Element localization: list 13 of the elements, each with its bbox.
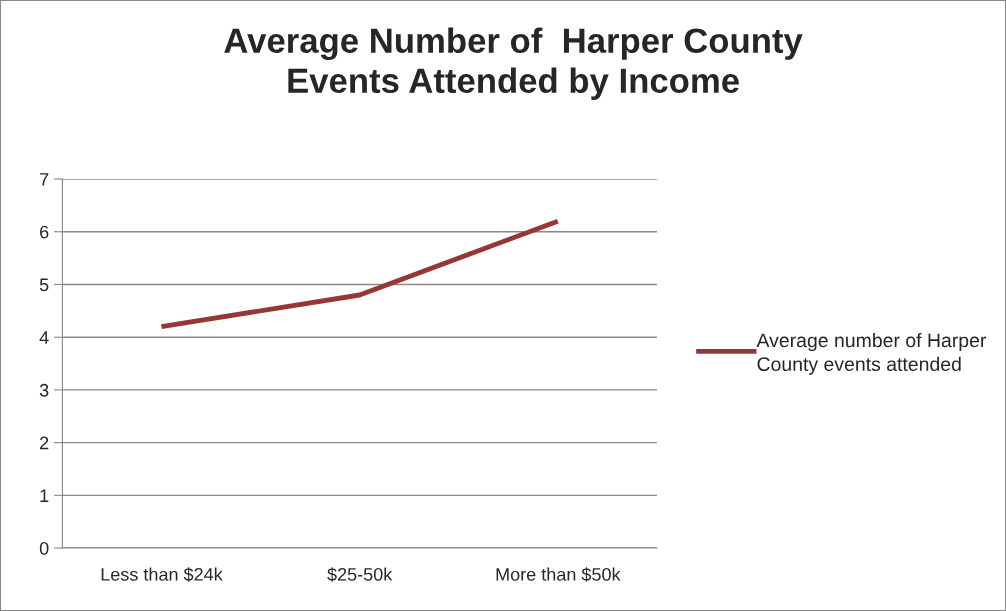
chart-title: Average Number of Harper County Events Attended by Income [224,27,803,100]
y-tick-label: 6 [40,225,49,239]
y-tick-label: 7 [40,173,49,186]
x-tick-label: $25-50k [327,567,393,582]
x-tick-label: More than $50k [496,567,621,582]
y-tick-label: 1 [40,489,49,502]
y-tick-label: 4 [39,331,49,344]
y-tick-label: 3 [39,383,49,397]
legend-label: Average number of Harper County events attended [756,332,987,375]
x-tick-label: Less than $24k [101,567,223,582]
y-tick-label: 5 [39,278,49,292]
y-tick-label: 2 [40,436,49,450]
y-tick-label: 0 [39,542,49,555]
